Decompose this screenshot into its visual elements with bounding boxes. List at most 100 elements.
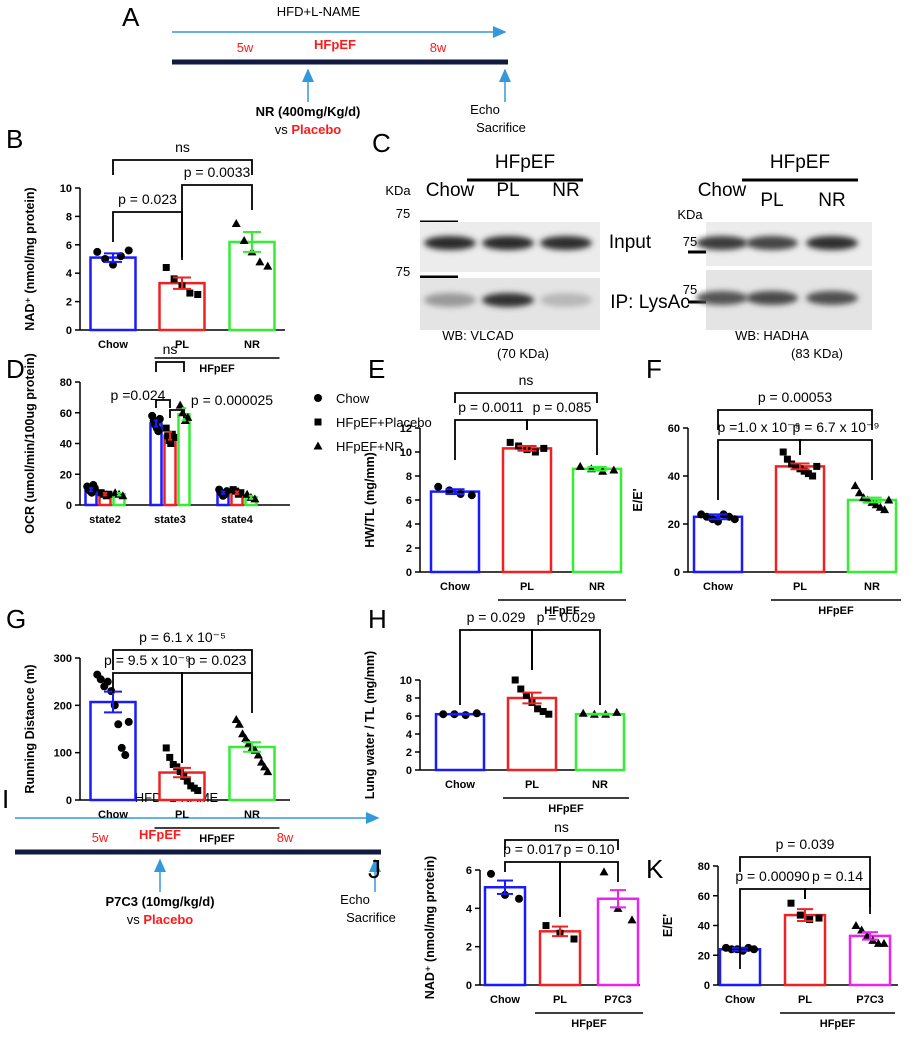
data-point [854,488,864,497]
y-tick-label: 8 [406,471,412,483]
data-point [575,461,585,470]
panel-letter: H [368,604,387,634]
y-tick-label: 4 [406,729,413,741]
blot-marker-label: 75 [396,206,410,221]
significance-label: p = 0.10 [564,841,615,857]
data-point [806,916,814,924]
x-tick-label: Chow [445,779,475,791]
bar [501,447,553,574]
data-point [90,484,99,493]
blot-row-label: Input [609,232,652,253]
y-tick-label: 4 [66,268,73,280]
bar [177,413,191,507]
data-point [779,448,787,456]
data-point [239,236,249,245]
y-tick-label: 40 [668,471,680,483]
blot-kda: KDa [385,183,411,198]
data-point [434,482,443,491]
y-tick-label: 300 [54,653,72,665]
x-tick-label: NR [589,581,605,593]
data-point [884,495,894,504]
y-tick-label: 100 [54,748,72,760]
timeline-end: 8w [277,830,294,845]
group-label: HFpEF [199,363,235,375]
data-point [170,275,178,283]
x-tick-label: PL [798,994,812,1006]
x-tick-label: Chow [725,994,755,1006]
blot-size-label: (83 KDa) [791,346,843,361]
y-tick-label: 6 [406,495,412,507]
y-tick-label: 2 [466,942,472,954]
x-tick-label: state2 [89,514,121,526]
timeline-vs-line: vs Placebo [275,122,342,137]
data-point [255,257,265,266]
y-axis-label: NAD⁺ (nmol/mg protein) [23,187,37,330]
x-tick-label: PL [525,779,539,791]
significance-bracket [531,629,601,705]
significance-label: p = 0.00090 [735,868,810,884]
timeline-vs-line: vs Placebo [127,912,194,927]
data-point [599,867,609,876]
y-tick-label: 2 [406,747,412,759]
significance-bracket [181,672,253,763]
significance-label: p = 0.085 [533,399,592,415]
blot-row-label: IP: LysAc [610,292,690,313]
bar [89,256,137,332]
significance-label: ns [163,341,178,357]
data-point [263,767,273,776]
data-point [609,465,619,474]
panel-letter: I [2,784,9,814]
timeline-sacrifice: Sacrifice [346,910,396,925]
blot-band [424,293,476,307]
x-tick-label: Chow [703,581,733,593]
data-point [570,935,578,943]
data-point [850,481,860,490]
significance-label: p = 6.1 x 10⁻⁵ [139,629,226,645]
significance-bracket [459,629,533,705]
blot-group-label: HFpEF [495,152,555,173]
data-point [627,915,637,924]
y-axis-label: OCR (umol/min/100ug protein) [23,353,37,534]
legend-label: HFpEF+NR [336,439,404,454]
data-point [231,219,241,227]
timeline-top-label: HFD+L-NAME [277,4,361,19]
data-point [467,491,476,500]
significance-label: p = 0.00053 [758,389,833,405]
data-point [253,750,263,759]
significance-bracket [155,399,171,408]
timeline-start: 5w [92,830,109,845]
data-point [545,710,553,718]
panel-letter: K [646,854,664,884]
data-point [234,719,244,728]
data-point [105,490,113,498]
data-point [783,455,791,463]
data-point [517,685,525,693]
y-axis-label: Running Distance (m) [23,664,37,793]
data-point [121,751,130,760]
blot-lane-label: NR [818,190,845,211]
significance-label: p =1.0 x 10⁻⁹ [717,419,800,435]
y-tick-label: 4 [466,903,473,915]
timeline-vs: vs [127,912,141,927]
bar [783,913,827,987]
data-point [155,414,164,423]
timeline-echo: Echo [470,102,500,117]
data-point [114,720,123,729]
y-tick-label: 6 [66,240,72,252]
y-tick-label: 80 [60,377,72,389]
data-point [164,432,172,440]
bar [596,897,640,987]
x-tick-label: PL [553,994,567,1006]
bar [158,281,206,332]
blot-band [424,236,476,250]
timeline-end: 8w [430,40,447,55]
y-tick-label: 12 [400,423,412,435]
panel-letter: E [368,354,385,384]
y-tick-label: 60 [60,408,72,420]
significance-label: p = 0.029 [537,609,596,625]
data-point [263,261,273,270]
data-point [167,440,175,447]
blot-band [540,236,592,250]
x-tick-label: PL [520,581,534,593]
